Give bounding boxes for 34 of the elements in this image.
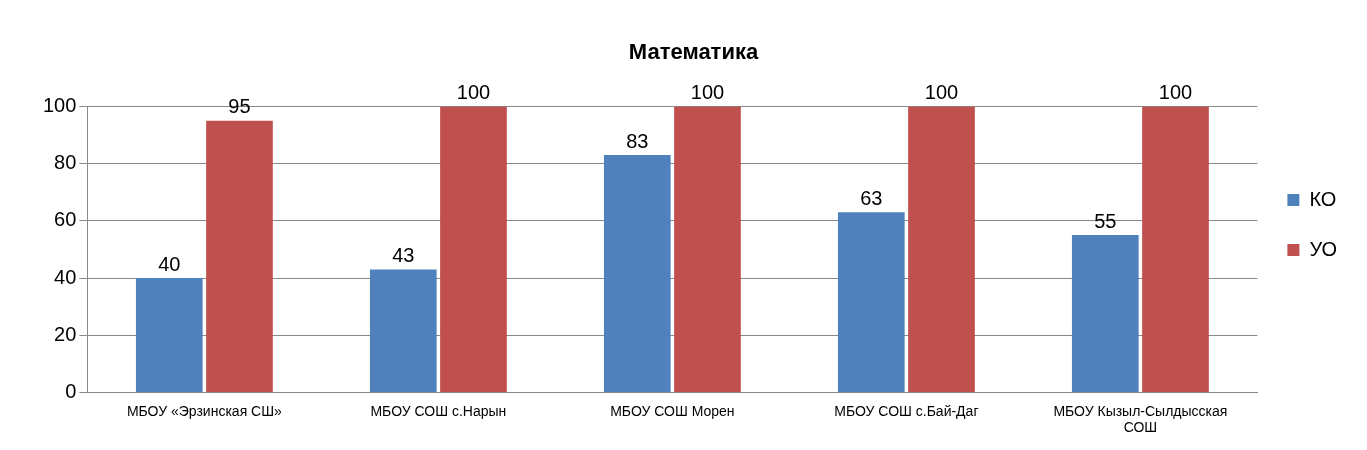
data-label: 100 <box>690 80 725 103</box>
data-label: 83 <box>626 129 649 152</box>
x-tick-label: МБОУ СОШ с.Бай-Даг <box>834 402 979 419</box>
y-tick-label: 100 <box>42 93 77 116</box>
data-label: 43 <box>392 243 415 266</box>
data-label: 63 <box>860 186 883 209</box>
bar <box>369 269 437 392</box>
data-label: 40 <box>158 252 181 275</box>
x-tick-label: МБОУ «Эрзинская СШ» <box>126 402 283 419</box>
data-label: 100 <box>924 80 959 103</box>
data-label: 55 <box>1094 209 1117 232</box>
x-tick-label: МБОУ СОШ с.Нарын <box>370 402 507 419</box>
data-label: 100 <box>456 80 491 103</box>
bar <box>674 106 741 392</box>
bar <box>1142 106 1209 392</box>
y-tick-label: 80 <box>54 151 77 174</box>
bar <box>908 106 975 392</box>
legend-label: КО <box>1309 187 1337 210</box>
y-tick-label: 60 <box>54 208 77 231</box>
y-tick-label: 40 <box>54 265 77 288</box>
x-tick-label: МБОУ Кызыл-Сылдысская СОШ <box>1053 402 1228 436</box>
x-tick-label: МБОУ СОШ Морен <box>610 402 735 419</box>
bar <box>837 212 905 392</box>
data-label: 95 <box>228 95 251 118</box>
bar <box>1071 235 1139 392</box>
y-tick-label: 20 <box>54 322 77 345</box>
bar <box>206 120 273 392</box>
data-label: 100 <box>1158 80 1193 103</box>
y-tick-label: 0 <box>65 379 77 402</box>
bar <box>603 155 671 392</box>
bar <box>440 106 507 392</box>
bar <box>135 278 203 392</box>
legend-label: УО <box>1309 237 1338 260</box>
chart-title: Математика <box>628 39 759 65</box>
